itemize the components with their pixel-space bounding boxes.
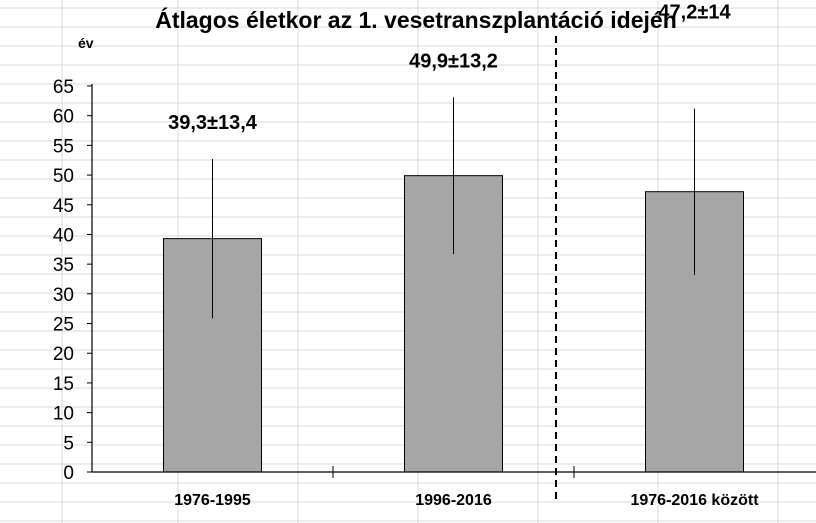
- y-tick-label: 55: [53, 136, 74, 157]
- y-tick-label: 65: [53, 77, 74, 98]
- y-tick-label: 40: [53, 225, 74, 246]
- category-label: 1976-1995: [174, 492, 251, 509]
- y-tick-label: 25: [53, 315, 74, 336]
- y-tick-label: 0: [63, 463, 74, 484]
- y-tick-label: 45: [53, 196, 74, 217]
- y-tick-label: 50: [53, 166, 74, 187]
- axes: [87, 84, 816, 478]
- y-tick-label: 5: [63, 433, 74, 454]
- y-tick-label: 20: [53, 344, 74, 365]
- data-labels: 39,3±13,4 49,9±13,2 47,2±14: [168, 2, 731, 134]
- data-label: 39,3±13,4: [168, 112, 258, 134]
- y-axis-unit-label: év: [78, 35, 94, 51]
- y-tick-label: 30: [53, 285, 74, 306]
- data-label: 47,2±14: [658, 2, 731, 24]
- y-tick-label: 10: [53, 404, 74, 425]
- y-tick-label: 60: [53, 107, 74, 128]
- category-label: 1976-2016 között: [630, 492, 759, 509]
- y-tick-label: 35: [53, 255, 74, 276]
- y-tick-labels: 0 5 10 15 20 25 30 35 40 45 50 55 60 65: [53, 77, 74, 484]
- y-tick-label: 15: [53, 374, 74, 395]
- data-label: 49,9±13,2: [409, 50, 498, 72]
- category-labels: 1976-1995 1996-2016 1976-2016 között: [174, 492, 759, 509]
- error-bars: [212, 97, 695, 319]
- category-label: 1996-2016: [415, 492, 492, 509]
- chart-title: Átlagos életkor az 1. vesetranszplantáci…: [155, 6, 677, 33]
